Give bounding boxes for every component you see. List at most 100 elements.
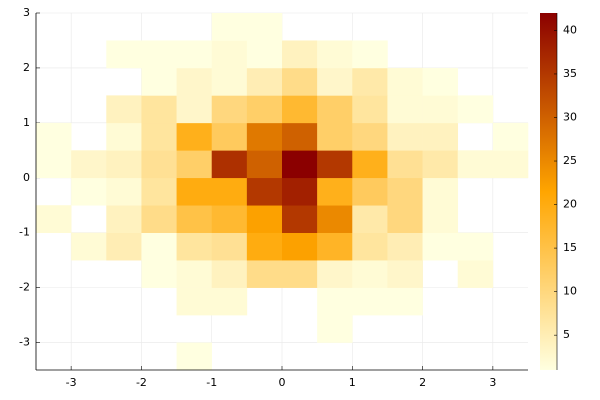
heatmap-cell bbox=[36, 122, 72, 151]
heatmap-cell bbox=[141, 177, 177, 206]
heatmap-cell bbox=[211, 122, 248, 151]
heatmap-cell bbox=[176, 287, 213, 316]
heatmap-cell bbox=[422, 232, 459, 261]
heatmap-cell bbox=[282, 95, 318, 124]
heatmap-cell bbox=[317, 232, 353, 261]
heatmap-cell bbox=[387, 177, 423, 206]
heatmap-cell bbox=[422, 150, 459, 179]
heatmap-cell bbox=[317, 260, 353, 288]
y-tick-label: 3 bbox=[23, 6, 30, 19]
colorbar-tick-label: 40 bbox=[563, 23, 577, 36]
heatmap-cell bbox=[387, 67, 423, 96]
heatmap-cell bbox=[246, 232, 283, 261]
heatmap-cell bbox=[457, 232, 494, 261]
heatmap-cell bbox=[211, 177, 248, 206]
colorbar-tick-label: 5 bbox=[563, 328, 570, 341]
y-tick-label: -2 bbox=[19, 281, 30, 294]
heatmap-cell bbox=[211, 67, 248, 96]
heatmap-cell bbox=[71, 177, 107, 206]
heatmap-cell bbox=[141, 150, 177, 179]
heatmap-cell bbox=[422, 122, 459, 151]
x-tick-label: 1 bbox=[349, 376, 356, 389]
heatmap-cell bbox=[282, 177, 318, 206]
y-tick-label: 1 bbox=[23, 116, 30, 129]
heatmap-cell bbox=[387, 260, 423, 288]
heatmap-cell bbox=[176, 342, 213, 371]
heatmap-cell bbox=[422, 205, 459, 233]
heatmap-cell bbox=[352, 67, 388, 96]
heatmap-cell bbox=[352, 260, 388, 288]
heatmap-cell bbox=[211, 13, 248, 41]
colorbar-tick-label: 25 bbox=[563, 154, 577, 167]
heatmap-cell bbox=[246, 150, 283, 179]
heatmap-cell bbox=[282, 260, 318, 288]
heatmap-cell bbox=[352, 150, 388, 179]
heatmap-cell bbox=[352, 40, 388, 69]
heatmap-cell bbox=[422, 95, 459, 124]
x-tick-label: 3 bbox=[489, 376, 496, 389]
heatmap-cell bbox=[317, 122, 353, 151]
heatmap-cell bbox=[106, 122, 142, 151]
heatmap-cell bbox=[387, 205, 423, 233]
y-tick-label: -3 bbox=[19, 336, 30, 349]
heatmap-cell bbox=[352, 177, 388, 206]
heatmap-cell bbox=[317, 95, 353, 124]
heatmap-cell bbox=[106, 150, 142, 179]
colorbar-tick-label: 10 bbox=[563, 285, 577, 298]
x-tick-label: -1 bbox=[206, 376, 217, 389]
x-tick-label: -2 bbox=[136, 376, 147, 389]
heatmap-cell bbox=[352, 287, 388, 316]
colorbar-tick-label: 35 bbox=[563, 67, 577, 80]
heatmap-cell bbox=[211, 40, 248, 69]
heatmap-cell bbox=[106, 95, 142, 124]
heatmap-cell bbox=[352, 232, 388, 261]
heatmap-cell bbox=[176, 205, 213, 233]
heatmap-cell bbox=[71, 150, 107, 179]
heatmap-cell bbox=[176, 260, 213, 288]
heatmap-cell bbox=[211, 260, 248, 288]
heatmap-cell bbox=[211, 232, 248, 261]
heatmap-cell bbox=[246, 205, 283, 233]
colorbar bbox=[540, 13, 557, 370]
heatmap-cell bbox=[492, 150, 529, 179]
heatmap-cell bbox=[492, 122, 529, 151]
colorbar-tick-label: 20 bbox=[563, 198, 577, 211]
heatmap-cell bbox=[141, 232, 177, 261]
heatmap-cell bbox=[176, 150, 213, 179]
y-tick-label: 0 bbox=[23, 171, 30, 184]
heatmap-cell bbox=[387, 287, 423, 316]
heatmap-cell bbox=[282, 232, 318, 261]
heatmap-cell bbox=[317, 315, 353, 343]
heatmap-cell bbox=[246, 13, 283, 41]
heatmap-cell bbox=[352, 122, 388, 151]
heatmap-cell bbox=[246, 95, 283, 124]
heatmap-cell bbox=[317, 287, 353, 316]
y-tick-label: -1 bbox=[19, 226, 30, 239]
heatmap-cell bbox=[457, 260, 494, 288]
heatmap-cell bbox=[387, 232, 423, 261]
heatmap-cell bbox=[106, 177, 142, 206]
heatmap-cell bbox=[176, 232, 213, 261]
heatmap-cell bbox=[246, 260, 283, 288]
heatmap-cell bbox=[106, 232, 142, 261]
x-tick-label: -3 bbox=[66, 376, 77, 389]
x-tick-label: 2 bbox=[419, 376, 426, 389]
heatmap-cell bbox=[211, 287, 248, 316]
heatmap-cell bbox=[422, 67, 459, 96]
x-tick-label: 0 bbox=[279, 376, 286, 389]
heatmap-cell bbox=[282, 67, 318, 96]
y-tick-label: 2 bbox=[23, 61, 30, 74]
heatmap-cell bbox=[141, 205, 177, 233]
heatmap-cell bbox=[141, 95, 177, 124]
heatmap-cell bbox=[106, 40, 142, 69]
heatmap-cell bbox=[36, 205, 72, 233]
heatmap-cell bbox=[422, 177, 459, 206]
heatmap-cell bbox=[176, 67, 213, 96]
heatmap-cell bbox=[141, 122, 177, 151]
heatmap-cell bbox=[282, 150, 318, 179]
heatmap-cell bbox=[211, 95, 248, 124]
heatmap-cell bbox=[176, 177, 213, 206]
colorbar-tick-label: 15 bbox=[563, 241, 577, 254]
heatmap-cell bbox=[176, 122, 213, 151]
